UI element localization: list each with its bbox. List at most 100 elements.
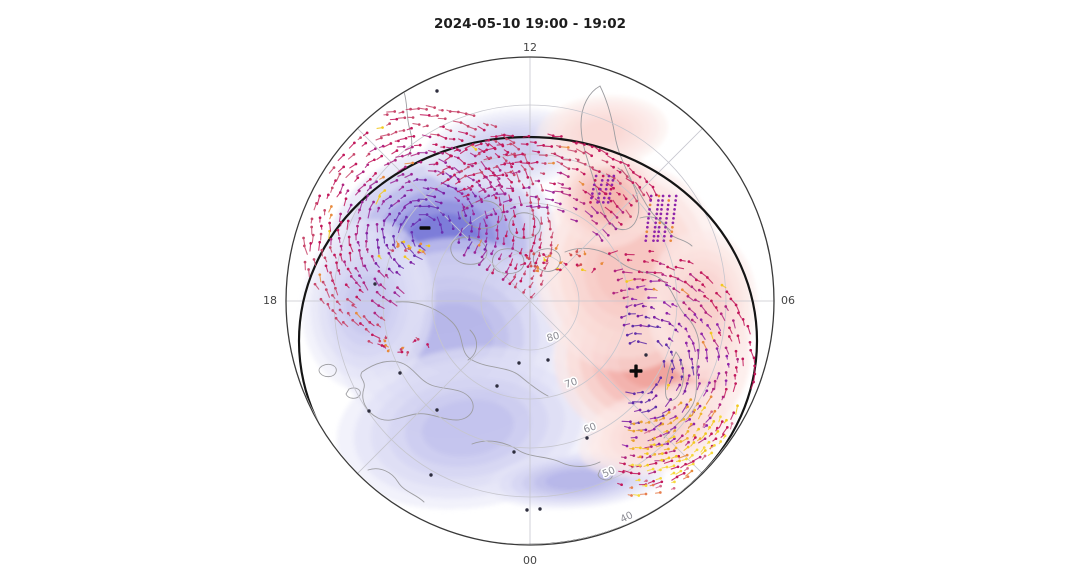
vector-dot (417, 250, 420, 254)
vector-dot (710, 432, 713, 436)
vector-dot (395, 117, 399, 121)
vector-tail (723, 388, 727, 399)
vector-dot (418, 218, 422, 222)
vector-dot (701, 340, 705, 344)
vector-dot (705, 348, 708, 352)
vector-dot (346, 219, 350, 223)
vector-dot (411, 116, 415, 119)
vector-dot (732, 411, 736, 415)
vector-dot (511, 162, 515, 166)
vector-dot (519, 203, 523, 207)
vector-dot (645, 479, 648, 483)
vector-dot (678, 383, 682, 387)
vector-dot (511, 134, 515, 138)
vector-dot (502, 133, 506, 137)
vector-tail (371, 300, 380, 307)
vector-dot (494, 135, 498, 138)
vector-dot (403, 116, 407, 120)
vector-dot (474, 127, 477, 131)
vector-dot (534, 195, 538, 199)
vector-tail (604, 215, 611, 224)
vector-dot (457, 180, 461, 183)
vector-dot (622, 323, 626, 327)
vector-dot (522, 235, 526, 239)
vector-dot (365, 131, 369, 135)
vector-dot (448, 165, 451, 169)
vector-dot (419, 242, 423, 246)
vector-dot (644, 315, 648, 319)
vector-dot (413, 339, 417, 342)
vector-dot (675, 475, 679, 479)
vector-dot (661, 414, 665, 418)
vector-dot (594, 174, 598, 178)
vector-dot (699, 304, 703, 308)
coastline (360, 360, 474, 421)
vector-dot (377, 269, 381, 273)
vector-dot (471, 143, 475, 146)
vector-dot (485, 216, 489, 219)
vector-dot (450, 146, 454, 150)
vector-dot (538, 254, 541, 257)
vector-dot (591, 192, 594, 195)
vector-dot (635, 436, 638, 439)
vector-dot (392, 243, 395, 247)
vector-dot (359, 136, 362, 140)
vector-tail (367, 208, 371, 219)
vector-dot (486, 123, 489, 127)
vector-dot (482, 188, 486, 191)
station-dot (367, 409, 371, 413)
vector-dot (449, 129, 453, 133)
vector-dot (406, 351, 410, 354)
vector-dot (645, 452, 649, 455)
vector-dot (748, 340, 752, 344)
vector-dot (360, 256, 363, 260)
vector-dot (394, 158, 397, 162)
vector-dot (444, 137, 448, 140)
vector-dot (595, 222, 598, 225)
vector-dot (686, 436, 689, 440)
vector-dot (511, 247, 514, 250)
vector-dot (341, 320, 345, 324)
vector-dot (493, 245, 497, 248)
vector-dot (346, 297, 349, 301)
vector-dot (630, 494, 633, 497)
vector-dot (391, 249, 395, 252)
vector-dot (370, 333, 374, 337)
vector-dot (581, 183, 585, 186)
vector-dot (452, 137, 456, 141)
vector-tail (637, 341, 647, 345)
vector-dot (712, 339, 716, 343)
vector-dot (457, 199, 460, 203)
vector-dot (424, 198, 428, 201)
vector-tail (503, 162, 514, 165)
vector-dot (729, 297, 733, 301)
vector-dot (647, 429, 651, 433)
vector-dot (632, 454, 636, 458)
vector-dot (629, 215, 632, 218)
vector-dot (341, 183, 345, 187)
vector-dot (415, 178, 419, 181)
vector-dot (542, 261, 545, 265)
vector-dot (611, 179, 615, 182)
vector-dot (640, 429, 643, 433)
vector-dot (698, 404, 702, 408)
vector-dot (653, 436, 657, 440)
station-dot (435, 89, 439, 93)
vector-dot (677, 322, 681, 326)
vector-tail (732, 382, 737, 393)
vector-dot (666, 208, 670, 211)
vector-dot (667, 410, 671, 414)
vector-dot (453, 173, 456, 177)
vector-dot (654, 394, 658, 398)
vector-dot (713, 409, 717, 413)
vector-tail (436, 216, 441, 226)
vector-dot (343, 260, 346, 264)
vector-dot (395, 149, 399, 152)
vector-dot (642, 193, 646, 197)
vector-dot (427, 244, 431, 248)
vector-dot (376, 323, 380, 327)
vector-dot (466, 197, 470, 201)
vector-dot (612, 186, 615, 190)
vector-dot (519, 160, 523, 164)
vector-dot (679, 440, 683, 443)
